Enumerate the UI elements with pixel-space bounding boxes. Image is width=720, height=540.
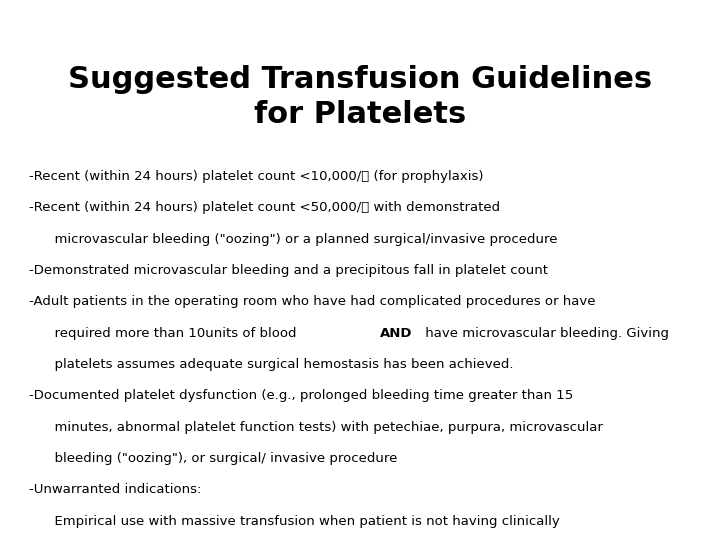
Text: -Documented platelet dysfunction (e.g., prolonged bleeding time greater than 15: -Documented platelet dysfunction (e.g., … [29, 389, 573, 402]
Text: minutes, abnormal platelet function tests) with petechiae, purpura, microvascula: minutes, abnormal platelet function test… [29, 421, 603, 434]
Text: required more than 10units of blood: required more than 10units of blood [29, 327, 300, 340]
Text: -Recent (within 24 hours) platelet count <10,000/㎦ (for prophylaxis): -Recent (within 24 hours) platelet count… [29, 170, 483, 183]
Text: microvascular bleeding ("oozing") or a planned surgical/invasive procedure: microvascular bleeding ("oozing") or a p… [29, 233, 557, 246]
Text: -Unwarranted indications:: -Unwarranted indications: [29, 483, 201, 496]
Text: platelets assumes adequate surgical hemostasis has been achieved.: platelets assumes adequate surgical hemo… [29, 358, 513, 371]
Text: bleeding ("oozing"), or surgical/ invasive procedure: bleeding ("oozing"), or surgical/ invasi… [29, 452, 397, 465]
Text: -Recent (within 24 hours) platelet count <50,000/㎦ with demonstrated: -Recent (within 24 hours) platelet count… [29, 201, 500, 214]
Text: Suggested Transfusion Guidelines
for Platelets: Suggested Transfusion Guidelines for Pla… [68, 65, 652, 129]
Text: Empirical use with massive transfusion when patient is not having clinically: Empirical use with massive transfusion w… [29, 515, 559, 528]
Text: have microvascular bleeding. Giving: have microvascular bleeding. Giving [421, 327, 670, 340]
Text: AND: AND [379, 327, 412, 340]
Text: -Demonstrated microvascular bleeding and a precipitous fall in platelet count: -Demonstrated microvascular bleeding and… [29, 264, 548, 277]
Text: -Adult patients in the operating room who have had complicated procedures or hav: -Adult patients in the operating room wh… [29, 295, 595, 308]
